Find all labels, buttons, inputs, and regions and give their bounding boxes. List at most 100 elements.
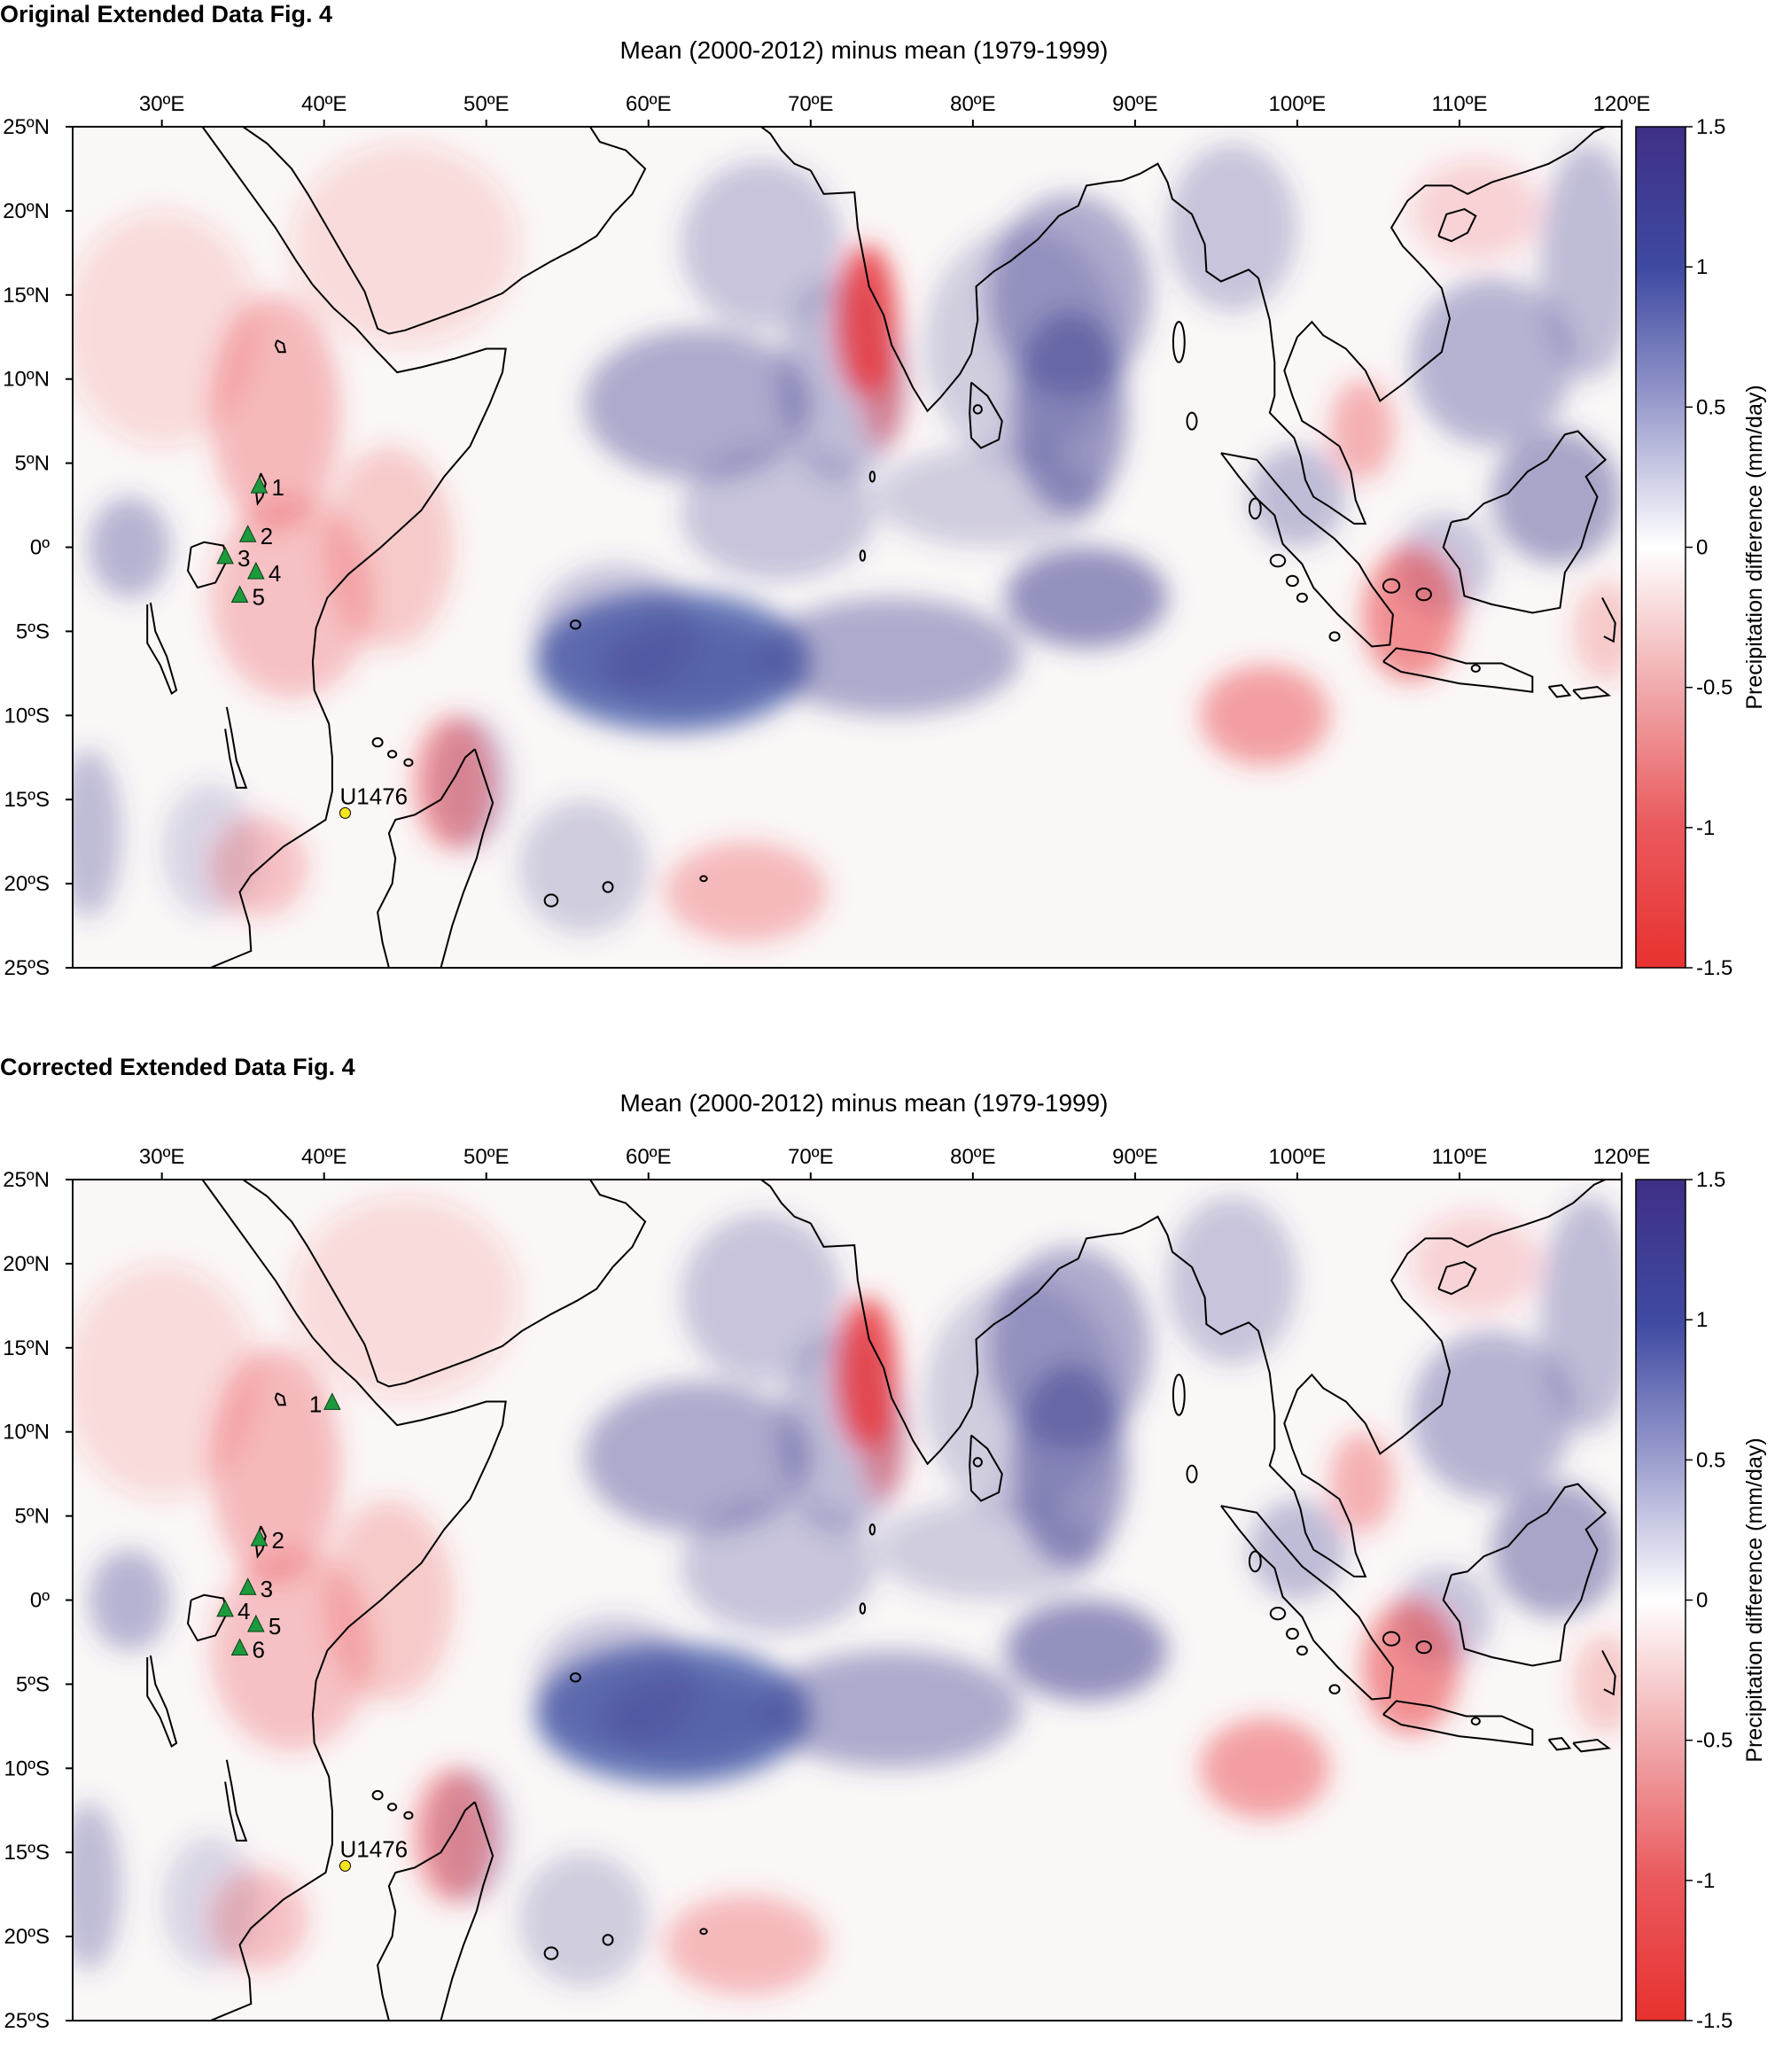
lat-tick-label: 25ºS [4, 2009, 50, 2033]
core-site-label: U1476 [340, 1835, 409, 1862]
negative-anomaly [1411, 160, 1541, 261]
lon-tick-label: 50ºE [463, 1145, 509, 1169]
lat-tick-label: 25ºN [3, 115, 50, 139]
coastline [1442, 430, 1608, 614]
island [972, 404, 983, 415]
site-marker [250, 1529, 269, 1546]
negative-anomaly [1329, 1431, 1395, 1533]
lat-tick-label: 10ºN [3, 1421, 50, 1445]
positive-anomaly [583, 1381, 811, 1533]
lat-tick-label: 15ºS [4, 1841, 50, 1865]
colorbar-tick-label: 0 [1696, 1589, 1708, 1613]
colorbar-tick-label: -1 [1696, 1869, 1715, 1893]
coastline [1442, 1483, 1608, 1667]
island [602, 881, 614, 893]
coastlines [146, 1180, 1616, 2021]
island [1470, 1717, 1481, 1725]
negative-anomaly [73, 1263, 260, 1499]
lon-tick-label: 40ºE [301, 1145, 346, 1169]
lon-tick-label: 80ºE [950, 1145, 995, 1169]
positive-anomaly [1167, 143, 1297, 312]
negative-anomaly [1200, 665, 1330, 767]
coastline [1437, 1260, 1477, 1296]
colorbar [1635, 1179, 1686, 2021]
anomaly-field [73, 143, 1622, 943]
negative-anomaly [1362, 1600, 1460, 1735]
colorbar-tick-label: 1.5 [1696, 115, 1725, 139]
coastline [146, 1655, 178, 1749]
negative-anomaly [665, 1894, 828, 1996]
site-marker [247, 1614, 265, 1632]
lat-tick-label: 5ºN [15, 1505, 50, 1529]
lat-tick-label: 10ºS [4, 1757, 50, 1780]
coastline [603, 127, 812, 172]
colorbar-tick-label: -1 [1696, 816, 1715, 840]
island [1269, 1607, 1287, 1621]
colorbar-tick-label: -0.5 [1696, 676, 1732, 700]
panel-original: Original Extended Data Fig. 4 Mean (2000… [0, 0, 1775, 1019]
core-site-marker [339, 1859, 352, 1872]
coastline [242, 127, 647, 335]
colorbar-tick-label: 0 [1696, 536, 1708, 560]
lat-tick-label: 20ºS [4, 872, 50, 896]
negative-anomaly [1573, 580, 1622, 682]
lat-tick-label: 25ºS [4, 956, 50, 980]
positive-anomaly [1005, 547, 1168, 649]
panel-corrected: Corrected Extended Data Fig. 4 Mean (200… [0, 1053, 1775, 2072]
coastline [603, 1180, 812, 1225]
island [403, 758, 414, 767]
negative-anomaly [864, 345, 904, 447]
coastline [1547, 684, 1572, 698]
coastline [1437, 207, 1477, 243]
colorbar-tick-label: -0.5 [1696, 1729, 1732, 1753]
coastline [274, 339, 287, 354]
coastline [809, 127, 1607, 525]
coastline [186, 1593, 228, 1642]
lon-tick-label: 70ºE [788, 1145, 833, 1169]
island [569, 1672, 581, 1683]
precipitation-map: 30ºE 40ºE 50ºE 60ºE 70ºE 80ºE 90ºE 100ºE 110ºE 12… [3, 1145, 1767, 2033]
positive-anomaly [1540, 144, 1622, 379]
site-marker [247, 561, 265, 580]
site-marker [216, 546, 234, 565]
positive-anomaly [1411, 277, 1574, 447]
positive-anomaly [923, 1280, 1119, 1516]
positive-anomaly [876, 446, 1103, 548]
island [387, 750, 398, 759]
island [699, 1928, 708, 1936]
negative-anomaly [73, 210, 260, 447]
island [403, 1811, 414, 1820]
site-label: 5 [253, 584, 265, 611]
site-marker [216, 1599, 234, 1617]
coastline [1601, 1649, 1616, 1696]
colorbar-tick-label: 1 [1696, 255, 1708, 279]
positive-anomaly [1411, 1330, 1574, 1499]
lat-tick-label: 25ºN [3, 1168, 50, 1192]
coastline [201, 127, 507, 968]
map-title: Mean (2000-2012) minus mean (1979-1999) [619, 36, 1109, 64]
coastline [1601, 596, 1616, 643]
negative-anomaly [864, 1398, 904, 1499]
colorbar-tick-label: -1.5 [1696, 2009, 1732, 2033]
island [1328, 1684, 1341, 1694]
island [1382, 1631, 1401, 1647]
lat-tick-label: 10ºS [4, 704, 50, 728]
positive-anomaly [1005, 1600, 1168, 1702]
lon-tick-label: 40ºE [301, 92, 346, 116]
negative-anomaly [292, 143, 519, 346]
island [859, 1602, 867, 1615]
site-label: 2 [271, 1527, 284, 1554]
anomaly-field [73, 1196, 1622, 1996]
lon-tick-label: 80ºE [950, 92, 995, 116]
coastline [809, 1180, 1607, 1577]
lon-tick-label: 120ºE [1593, 92, 1651, 116]
site-marker [238, 525, 257, 542]
lon-tick-label: 100ºE [1269, 1145, 1327, 1169]
lat-tick-label: 10ºN [3, 368, 50, 392]
colorbar-tick-label: 0.5 [1696, 395, 1725, 419]
site-label: 1 [271, 474, 284, 501]
coastline [201, 1180, 507, 2021]
island [1286, 574, 1299, 588]
coastline [377, 1801, 494, 2021]
map-title: Mean (2000-2012) minus mean (1979-1999) [619, 1089, 1109, 1117]
